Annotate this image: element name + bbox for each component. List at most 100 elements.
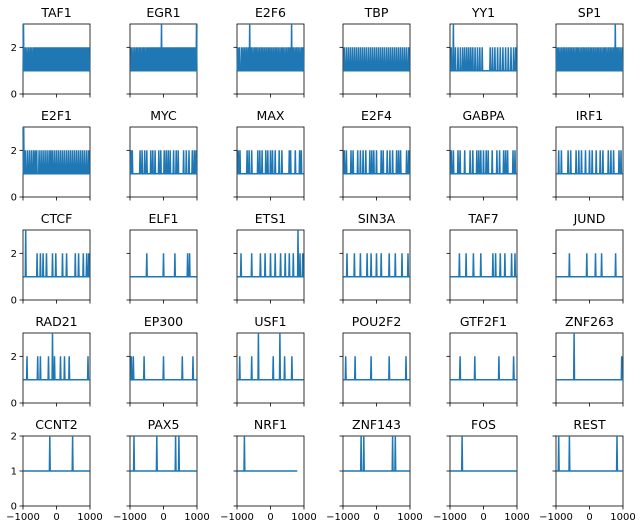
subplot-title: E2F6 — [255, 5, 286, 20]
subplot-title: JUND — [573, 211, 606, 226]
data-series-line — [556, 332, 623, 381]
x-tick-label: −1000 — [326, 512, 360, 523]
subplot-title: YY1 — [471, 5, 495, 20]
axes-frame — [342, 332, 411, 404]
x-tick-label: 1000 — [184, 512, 209, 523]
x-tick-label: 0 — [53, 512, 59, 523]
subplot-elf1: ELF1 — [126, 211, 198, 304]
subplot-ctcf: CTCF 0 2 — [11, 211, 91, 307]
data-series-line — [130, 23, 198, 72]
data-series-line — [129, 150, 198, 175]
subplot-egr1: EGR1 — [126, 5, 198, 98]
x-tick-label: −1000 — [220, 512, 254, 523]
subplot-pou2f2: POU2F2 — [339, 314, 411, 407]
subplot-e2f4: E2F4 — [339, 108, 411, 201]
x-tick-label: −1000 — [6, 512, 40, 523]
subplot-ets1: ETS1 — [233, 211, 305, 304]
data-series-line — [450, 150, 517, 175]
data-series-line — [450, 253, 517, 278]
y-tick-label: 2 — [11, 146, 17, 157]
subplot-title: GABPA — [462, 108, 505, 123]
data-series-line — [450, 356, 517, 381]
subplot-title: IRF1 — [576, 108, 604, 123]
subplot-title: GTF2F1 — [460, 314, 507, 329]
x-tick-label: 1000 — [291, 512, 316, 523]
subplot-fos: FOS −1000 0 1000 — [433, 417, 530, 523]
subplot-sp1: SP1 — [552, 5, 624, 98]
y-tick-label: 2 — [11, 352, 17, 363]
subplot-title: CCNT2 — [35, 417, 77, 432]
data-series-line — [237, 332, 304, 381]
data-series-line — [237, 435, 298, 472]
subplot-yy1: YY1 — [446, 5, 518, 98]
subplot-title: MYC — [150, 108, 177, 123]
y-tick-label: 1 — [11, 467, 17, 478]
x-tick-label: 0 — [586, 512, 592, 523]
subplot-title: TBP — [364, 5, 389, 20]
subplot-pax5: PAX5 −1000 0 1000 — [113, 417, 210, 523]
subplot-title: EP300 — [144, 314, 183, 329]
subplot-title: EGR1 — [146, 5, 180, 20]
x-tick-label: 1000 — [77, 512, 102, 523]
data-series-line — [130, 435, 197, 472]
subplot-znf263: ZNF263 — [552, 314, 624, 407]
subplot-title: ZNF263 — [565, 314, 614, 329]
y-tick-label: 0 — [11, 90, 17, 101]
x-tick-label: −1000 — [539, 512, 573, 523]
subplot-nrf1: NRF1 −1000 0 1000 — [220, 417, 317, 523]
subplot-gabpa: GABPA — [446, 108, 518, 201]
subplot-znf143: ZNF143 −1000 0 1000 — [326, 417, 423, 523]
x-tick-label: 1000 — [610, 512, 635, 523]
subplot-taf1: TAF1 0 2 — [11, 5, 91, 101]
subplot-title: REST — [573, 417, 606, 432]
axes-frame — [555, 332, 624, 404]
subplot-title: FOS — [471, 417, 496, 432]
subplot-usf1: USF1 — [233, 314, 305, 407]
data-series-line — [23, 229, 90, 278]
subplot-jund: JUND — [552, 211, 624, 304]
subplot-irf1: IRF1 — [552, 108, 624, 201]
data-series-line — [130, 356, 197, 381]
y-tick-label: 0 — [11, 193, 17, 204]
data-series-line — [236, 23, 305, 72]
data-series-line — [22, 126, 90, 175]
data-series-line — [23, 435, 90, 472]
subplot-title: POU2F2 — [352, 314, 402, 329]
subplot-e2f6: E2F6 — [233, 5, 305, 98]
subplot-title: E2F1 — [41, 108, 72, 123]
y-tick-label: 2 — [11, 249, 17, 260]
subplot-title: MAX — [257, 108, 285, 123]
subplot-e2f1: E2F1 0 2 — [11, 108, 91, 204]
x-tick-label: −1000 — [113, 512, 147, 523]
subplot-title: SIN3A — [358, 211, 396, 226]
subplot-title: CTCF — [41, 211, 73, 226]
x-tick-label: 1000 — [504, 512, 529, 523]
data-series-line — [555, 23, 624, 72]
subplot-ep300: EP300 — [126, 314, 198, 407]
data-series-line — [237, 150, 304, 175]
data-series-line — [450, 435, 517, 472]
y-tick-label: 2 — [11, 432, 17, 443]
subplot-title: ELF1 — [148, 211, 178, 226]
subplot-title: RAD21 — [35, 314, 77, 329]
data-series-line — [22, 23, 91, 72]
subplot-title: NRF1 — [254, 417, 287, 432]
subplot-taf7: TAF7 — [446, 211, 518, 304]
y-tick-label: 0 — [11, 296, 17, 307]
subplot-title: TAF7 — [467, 211, 498, 226]
axes-frame — [555, 229, 624, 301]
subplot-title: ETS1 — [255, 211, 286, 226]
subplot-rad21: RAD21 0 2 — [11, 314, 91, 410]
data-series-line — [23, 332, 90, 381]
subplot-title: PAX5 — [148, 417, 180, 432]
x-tick-label: 0 — [480, 512, 486, 523]
data-series-line — [556, 435, 623, 472]
data-series-line — [343, 253, 410, 278]
data-series-line — [237, 229, 304, 278]
data-series-line — [450, 23, 517, 72]
subplot-sin3a: SIN3A — [339, 211, 411, 304]
y-tick-label: 0 — [11, 502, 17, 513]
axes-frame — [236, 332, 305, 404]
data-series-line — [343, 356, 410, 381]
